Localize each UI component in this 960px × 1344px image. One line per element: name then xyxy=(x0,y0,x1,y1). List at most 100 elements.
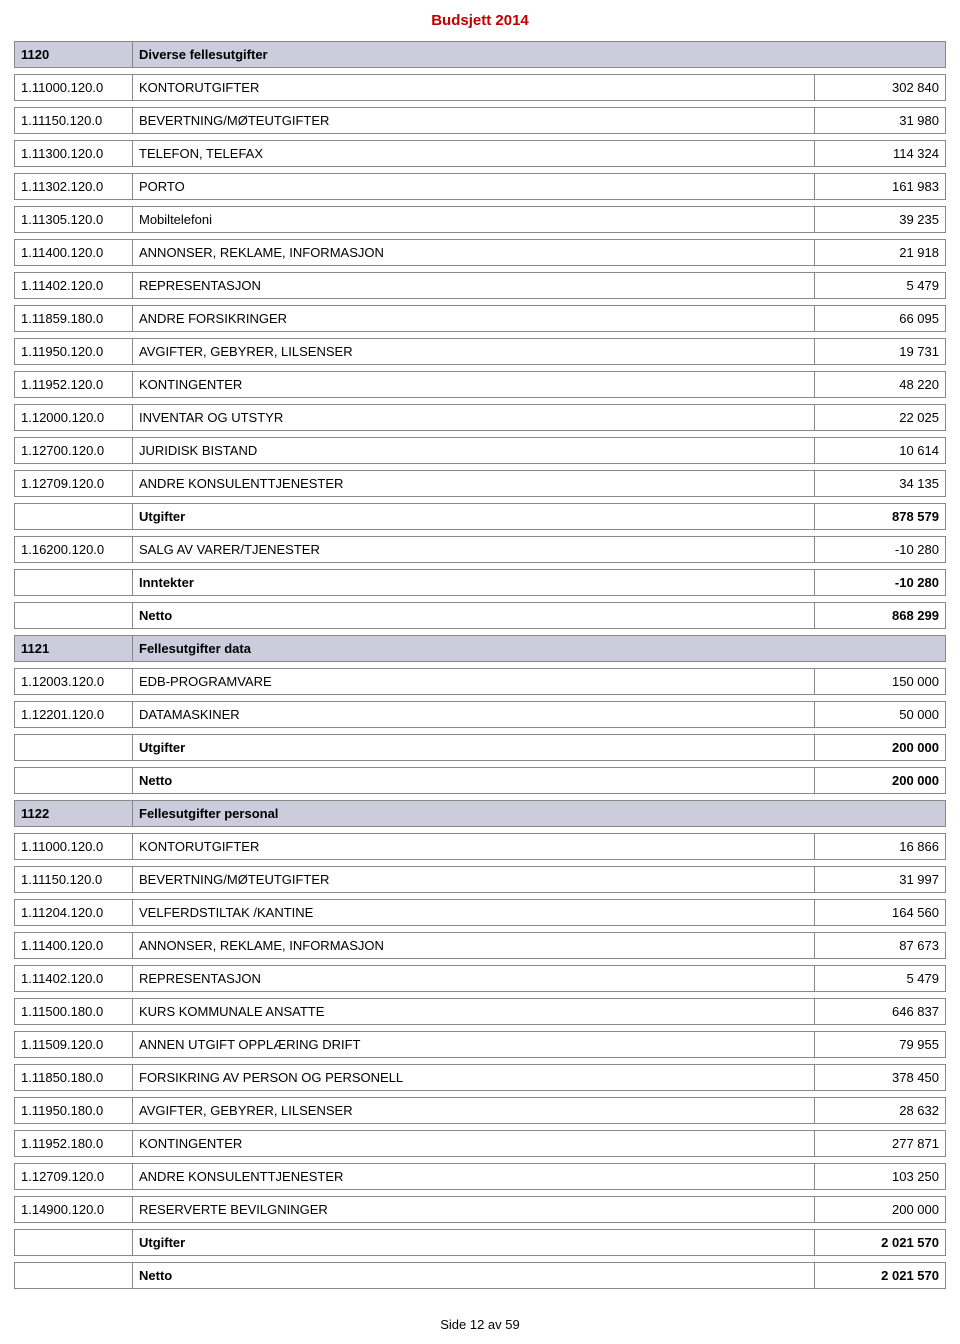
row-code: 1.11509.120.0 xyxy=(15,1032,133,1057)
row-description: KONTORUTGIFTER xyxy=(133,834,815,859)
summary-row: Utgifter200 000 xyxy=(14,734,946,761)
row-code: 1.11859.180.0 xyxy=(15,306,133,331)
table-row: 1.16200.120.0SALG AV VARER/TJENESTER-10 … xyxy=(14,536,946,563)
row-description: Inntekter xyxy=(133,570,815,595)
row-value: 34 135 xyxy=(815,471,945,496)
row-description: BEVERTNING/MØTEUTGIFTER xyxy=(133,108,815,133)
row-description: Utgifter xyxy=(133,735,815,760)
row-code: 1.12003.120.0 xyxy=(15,669,133,694)
table-row: 1.11000.120.0KONTORUTGIFTER16 866 xyxy=(14,833,946,860)
table-row: 1.11950.180.0AVGIFTER, GEBYRER, LILSENSE… xyxy=(14,1097,946,1124)
row-code: 1.14900.120.0 xyxy=(15,1197,133,1222)
row-value: 48 220 xyxy=(815,372,945,397)
row-description: INVENTAR OG UTSTYR xyxy=(133,405,815,430)
row-code xyxy=(15,1263,133,1288)
row-description: FORSIKRING AV PERSON OG PERSONELL xyxy=(133,1065,815,1090)
table-row: 1.11952.180.0KONTINGENTER277 871 xyxy=(14,1130,946,1157)
table-row: 1.11204.120.0VELFERDSTILTAK /KANTINE164 … xyxy=(14,899,946,926)
summary-row: Netto2 021 570 xyxy=(14,1262,946,1289)
section-header: 1120Diverse fellesutgifter xyxy=(14,41,946,68)
row-code: 1.12000.120.0 xyxy=(15,405,133,430)
table-row: 1.11150.120.0BEVERTNING/MØTEUTGIFTER31 9… xyxy=(14,866,946,893)
row-description: PORTO xyxy=(133,174,815,199)
row-value: 302 840 xyxy=(815,75,945,100)
section-header: 1121Fellesutgifter data xyxy=(14,635,946,662)
row-value: 16 866 xyxy=(815,834,945,859)
table-row: 1.11300.120.0TELEFON, TELEFAX114 324 xyxy=(14,140,946,167)
budget-table: 1120Diverse fellesutgifter1.11000.120.0K… xyxy=(14,41,946,1289)
table-row: 1.11150.120.0BEVERTNING/MØTEUTGIFTER31 9… xyxy=(14,107,946,134)
section-title: Fellesutgifter data xyxy=(133,636,945,661)
row-code: 1.12700.120.0 xyxy=(15,438,133,463)
row-value: 87 673 xyxy=(815,933,945,958)
table-row: 1.11952.120.0KONTINGENTER48 220 xyxy=(14,371,946,398)
row-description: REPRESENTASJON xyxy=(133,966,815,991)
table-row: 1.11500.180.0KURS KOMMUNALE ANSATTE646 8… xyxy=(14,998,946,1025)
row-value: 150 000 xyxy=(815,669,945,694)
row-value: 2 021 570 xyxy=(815,1230,945,1255)
row-description: KONTINGENTER xyxy=(133,1131,815,1156)
summary-row: Utgifter2 021 570 xyxy=(14,1229,946,1256)
summary-row: Netto868 299 xyxy=(14,602,946,629)
row-description: KONTINGENTER xyxy=(133,372,815,397)
row-description: KURS KOMMUNALE ANSATTE xyxy=(133,999,815,1024)
row-description: Utgifter xyxy=(133,504,815,529)
table-row: 1.12003.120.0EDB-PROGRAMVARE150 000 xyxy=(14,668,946,695)
section-code: 1120 xyxy=(15,42,133,67)
row-description: VELFERDSTILTAK /KANTINE xyxy=(133,900,815,925)
table-row: 1.11302.120.0PORTO161 983 xyxy=(14,173,946,200)
row-code: 1.11850.180.0 xyxy=(15,1065,133,1090)
row-code xyxy=(15,768,133,793)
row-value: 200 000 xyxy=(815,1197,945,1222)
table-row: 1.11402.120.0REPRESENTASJON5 479 xyxy=(14,272,946,299)
row-code: 1.11204.120.0 xyxy=(15,900,133,925)
row-code: 1.16200.120.0 xyxy=(15,537,133,562)
table-row: 1.12700.120.0JURIDISK BISTAND10 614 xyxy=(14,437,946,464)
row-description: RESERVERTE BEVILGNINGER xyxy=(133,1197,815,1222)
row-code: 1.11952.120.0 xyxy=(15,372,133,397)
row-value: 66 095 xyxy=(815,306,945,331)
row-code: 1.12709.120.0 xyxy=(15,1164,133,1189)
row-value: 5 479 xyxy=(815,966,945,991)
row-description: JURIDISK BISTAND xyxy=(133,438,815,463)
row-value: -10 280 xyxy=(815,570,945,595)
row-code: 1.11402.120.0 xyxy=(15,273,133,298)
row-code: 1.11150.120.0 xyxy=(15,108,133,133)
row-code xyxy=(15,735,133,760)
row-code: 1.11500.180.0 xyxy=(15,999,133,1024)
row-value: 21 918 xyxy=(815,240,945,265)
row-code: 1.11000.120.0 xyxy=(15,834,133,859)
table-row: 1.11305.120.0Mobiltelefoni39 235 xyxy=(14,206,946,233)
row-value: 5 479 xyxy=(815,273,945,298)
row-code: 1.11950.180.0 xyxy=(15,1098,133,1123)
row-description: Netto xyxy=(133,603,815,628)
row-code: 1.11305.120.0 xyxy=(15,207,133,232)
table-row: 1.12201.120.0DATAMASKINER50 000 xyxy=(14,701,946,728)
section-header: 1122Fellesutgifter personal xyxy=(14,800,946,827)
row-value: 39 235 xyxy=(815,207,945,232)
table-row: 1.11000.120.0KONTORUTGIFTER302 840 xyxy=(14,74,946,101)
row-value: 646 837 xyxy=(815,999,945,1024)
row-code: 1.12201.120.0 xyxy=(15,702,133,727)
row-code xyxy=(15,504,133,529)
row-value: 28 632 xyxy=(815,1098,945,1123)
section-title: Fellesutgifter personal xyxy=(133,801,945,826)
row-value: 277 871 xyxy=(815,1131,945,1156)
row-description: BEVERTNING/MØTEUTGIFTER xyxy=(133,867,815,892)
table-row: 1.12709.120.0ANDRE KONSULENTTJENESTER34 … xyxy=(14,470,946,497)
table-row: 1.11950.120.0AVGIFTER, GEBYRER, LILSENSE… xyxy=(14,338,946,365)
row-description: Netto xyxy=(133,768,815,793)
row-code: 1.11400.120.0 xyxy=(15,240,133,265)
summary-row: Netto200 000 xyxy=(14,767,946,794)
table-row: 1.12709.120.0ANDRE KONSULENTTJENESTER103… xyxy=(14,1163,946,1190)
table-row: 1.11850.180.0FORSIKRING AV PERSON OG PER… xyxy=(14,1064,946,1091)
row-description: ANDRE KONSULENTTJENESTER xyxy=(133,471,815,496)
row-value: 31 980 xyxy=(815,108,945,133)
row-code: 1.11300.120.0 xyxy=(15,141,133,166)
row-description: ANNEN UTGIFT OPPLÆRING DRIFT xyxy=(133,1032,815,1057)
row-description: SALG AV VARER/TJENESTER xyxy=(133,537,815,562)
summary-row: Inntekter-10 280 xyxy=(14,569,946,596)
row-code: 1.12709.120.0 xyxy=(15,471,133,496)
page-footer: Side 12 av 59 xyxy=(14,1317,946,1332)
section-code: 1121 xyxy=(15,636,133,661)
